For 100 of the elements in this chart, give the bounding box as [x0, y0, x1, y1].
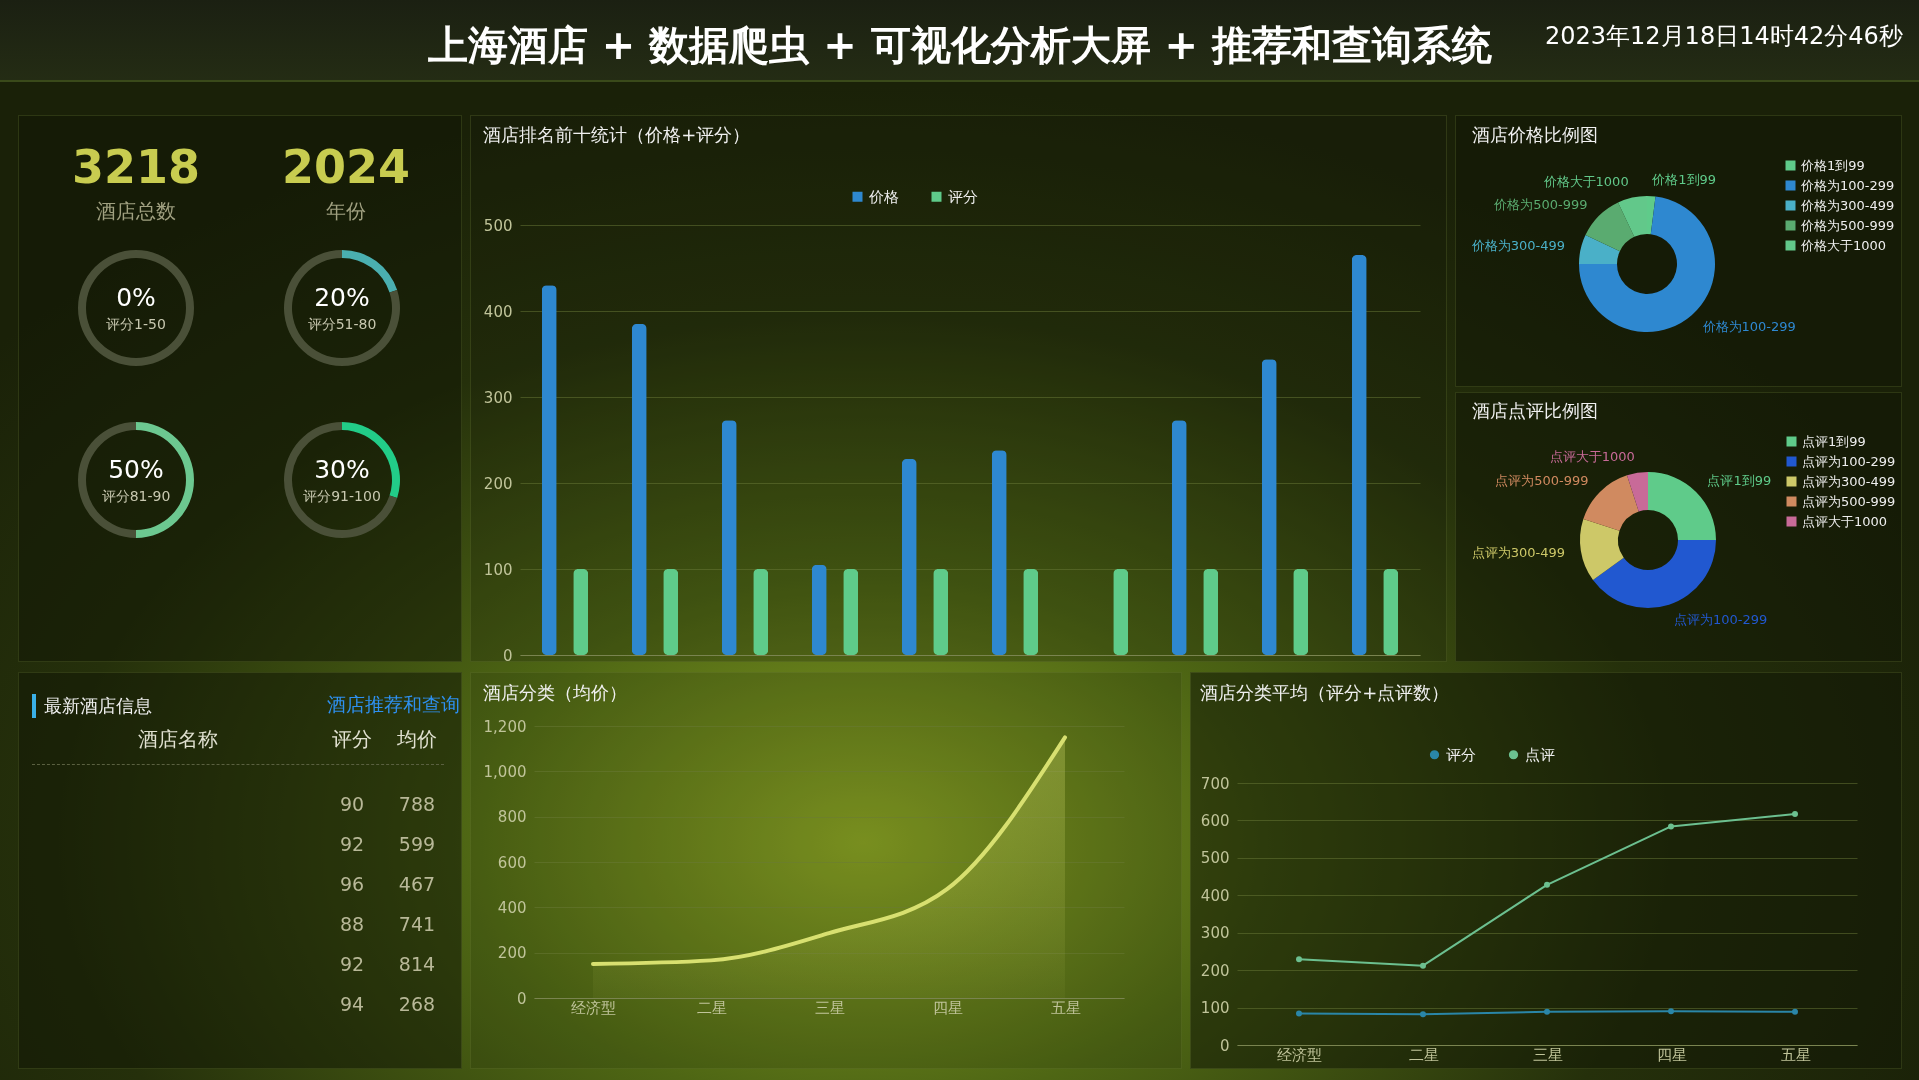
y-tick-label: 200 — [1200, 961, 1230, 980]
x-tick-label: 三星 — [814, 998, 845, 1017]
bar — [843, 569, 859, 655]
bar — [541, 285, 557, 655]
slice-label: 点评1到99 — [1707, 472, 1772, 488]
chart-title: 酒店价格比例图 — [1471, 124, 1598, 145]
point — [1544, 1008, 1550, 1015]
text: 酒店总数 — [95, 198, 177, 225]
legend-label: 点评为100-299 — [1802, 453, 1896, 469]
text: 741 — [397, 913, 437, 935]
chart-title: 酒店分类平均（评分+点评数） — [1200, 682, 1450, 703]
x-tick-label: 经济型 — [571, 998, 616, 1017]
point — [1544, 881, 1550, 888]
legend-label: 价格 — [868, 187, 899, 206]
text: 酒店推荐和查询 — [327, 692, 460, 717]
y-tick-label: 200 — [483, 474, 513, 493]
legend-label: 点评为300-499 — [1802, 473, 1896, 489]
text: 评分 — [332, 726, 372, 753]
y-tick-label: 500 — [483, 216, 513, 235]
bar — [991, 450, 1007, 655]
chart-title: 酒店点评比例图 — [1471, 400, 1598, 421]
y-tick-label: 600 — [1200, 811, 1230, 830]
slice-label: 价格为300-499 — [1470, 237, 1566, 253]
text: 268 — [397, 993, 437, 1015]
legend-label: 价格为100-299 — [1800, 177, 1895, 193]
chart-title: 酒店排名前十统计（价格+评分） — [483, 124, 751, 145]
y-tick-label: 400 — [1200, 886, 1230, 905]
slice-label: 价格1到99 — [1651, 172, 1717, 188]
donut-slice — [1580, 518, 1624, 580]
legend-label: 点评 — [1525, 745, 1555, 764]
y-tick-label: 200 — [497, 944, 527, 963]
y-tick-label: 600 — [497, 853, 527, 872]
y-tick-label: 800 — [497, 808, 527, 827]
legend-label: 点评1到99 — [1802, 433, 1866, 449]
legend-label: 点评大于1000 — [1802, 513, 1888, 529]
bar — [721, 420, 737, 655]
legend-label: 评分 — [1446, 745, 1476, 764]
bar — [1113, 569, 1129, 655]
slice-label: 点评为300-499 — [1471, 545, 1566, 561]
text: 788 — [397, 793, 437, 815]
bar — [1351, 255, 1367, 655]
slice-label: 评分81-90 — [101, 488, 171, 504]
legend-label: 价格1到99 — [1800, 157, 1865, 173]
point — [1420, 962, 1426, 969]
point — [1792, 811, 1798, 818]
x-tick-label: 经济型 — [1277, 1045, 1322, 1064]
x-tick-label: 四星 — [1656, 1045, 1687, 1064]
legend-label: 价格为500-999 — [1800, 217, 1895, 233]
slice-label: 价格为500-999 — [1493, 196, 1588, 212]
text: 酒店名称 — [137, 726, 219, 753]
donut-slice — [284, 250, 400, 366]
slice-label: 点评大于1000 — [1549, 449, 1635, 465]
text: 2024 — [281, 140, 411, 194]
y-tick-label: 500 — [1200, 849, 1230, 868]
slice-label: 点评为500-999 — [1495, 472, 1589, 488]
y-tick-label: 400 — [497, 898, 527, 917]
x-tick-label: 四星 — [932, 998, 963, 1017]
legend-label: 价格为300-499 — [1800, 197, 1895, 213]
bar — [753, 569, 769, 655]
point — [1420, 1011, 1426, 1018]
category-label: 评分1-50 — [106, 316, 166, 332]
legend-label: 价格大于1000 — [1800, 237, 1887, 253]
bar — [1023, 569, 1039, 655]
point — [1296, 1010, 1302, 1017]
donut-slice — [284, 422, 398, 538]
x-tick-label: 五星 — [1780, 1045, 1811, 1064]
chart-title: 酒店分类（均价） — [483, 682, 628, 703]
bar — [1171, 420, 1187, 655]
text: 90 — [338, 793, 366, 815]
data-label: 50% — [108, 455, 164, 484]
slice-label: 点评为100-299 — [1673, 611, 1768, 627]
y-tick-label: 100 — [483, 560, 513, 579]
bar — [1293, 569, 1309, 655]
y-tick-label: 400 — [483, 302, 513, 321]
y-tick-label: 300 — [483, 388, 513, 407]
bar — [573, 569, 589, 655]
bar — [1203, 569, 1219, 655]
donut-slice — [1585, 202, 1635, 252]
donut-slice — [1592, 540, 1716, 608]
x-tick-label: 二星 — [696, 998, 727, 1017]
slice-label: 价格为100-299 — [1701, 319, 1796, 335]
slice-label: 价格大于1000 — [1542, 174, 1629, 190]
text: 94 — [338, 993, 366, 1015]
bar — [1261, 359, 1277, 655]
text: 均价 — [396, 726, 438, 753]
legend-label: 点评为500-999 — [1802, 493, 1896, 509]
donut-slice — [1579, 235, 1620, 264]
bar — [631, 323, 647, 655]
slice-label: 评分91-100 — [303, 488, 381, 504]
point — [1668, 823, 1674, 830]
bar — [663, 569, 679, 655]
y-tick-label: 0 — [1219, 1036, 1230, 1055]
bar — [811, 564, 827, 655]
text: 92 — [338, 833, 366, 855]
data-label: 30% — [314, 455, 370, 484]
text: 88 — [338, 913, 366, 935]
y-tick-label: 1,000 — [483, 762, 527, 781]
text: 2023年12月18日14时42分46秒 — [1545, 21, 1903, 52]
text: 3218 — [71, 140, 201, 194]
point — [1668, 1008, 1674, 1015]
